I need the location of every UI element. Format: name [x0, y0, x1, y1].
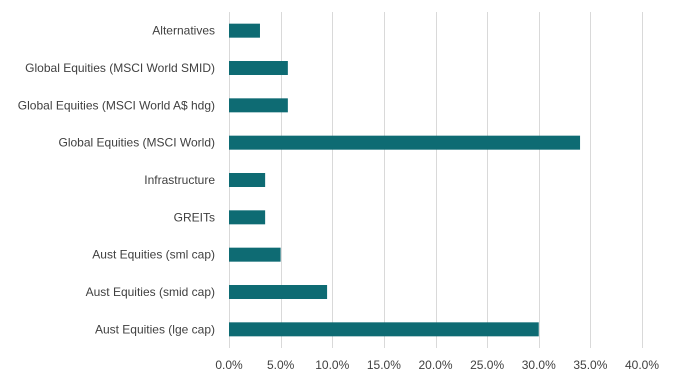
bar: [229, 285, 328, 299]
x-tick-label: 20.0%: [418, 358, 452, 372]
category-label: GREITs: [174, 210, 215, 224]
x-tick-label: 0.0%: [215, 358, 243, 372]
category-label: Alternatives: [152, 24, 215, 38]
x-tick-label: 5.0%: [267, 358, 295, 372]
x-tick-label: 35.0%: [573, 358, 607, 372]
category-label: Global Equities (MSCI World A$ hdg): [18, 98, 215, 112]
x-tick-label: 25.0%: [470, 358, 504, 372]
bar: [229, 135, 581, 150]
bars: [229, 23, 581, 337]
bar: [229, 247, 281, 262]
category-label: Aust Equities (lge cap): [95, 322, 215, 336]
category-labels: Aust Equities (lge cap) Aust Equities (sm…: [18, 24, 216, 337]
bar: [229, 23, 260, 38]
category-label: Infrastructure: [144, 173, 215, 187]
x-tick-labels: 0.0% 5.0% 10.0% 15.0% 20.0% 25.0% 30.0% 35.0% 40…: [215, 358, 659, 372]
x-tick-label: 10.0%: [315, 358, 349, 372]
category-label: Aust Equities (sml cap): [92, 248, 215, 262]
bar: [229, 61, 288, 75]
x-tick-label: 30.0%: [522, 358, 556, 372]
category-label: Global Equities (MSCI World): [59, 136, 216, 150]
bar: [229, 173, 266, 187]
x-tick-label: 40.0%: [625, 358, 659, 372]
bar: [229, 210, 266, 225]
bar: [229, 322, 539, 337]
x-tick-label: 15.0%: [367, 358, 401, 372]
bar: [229, 98, 288, 113]
category-label: Global Equities (MSCI World SMID): [25, 61, 215, 75]
category-label: Aust Equities (smid cap): [86, 285, 215, 299]
